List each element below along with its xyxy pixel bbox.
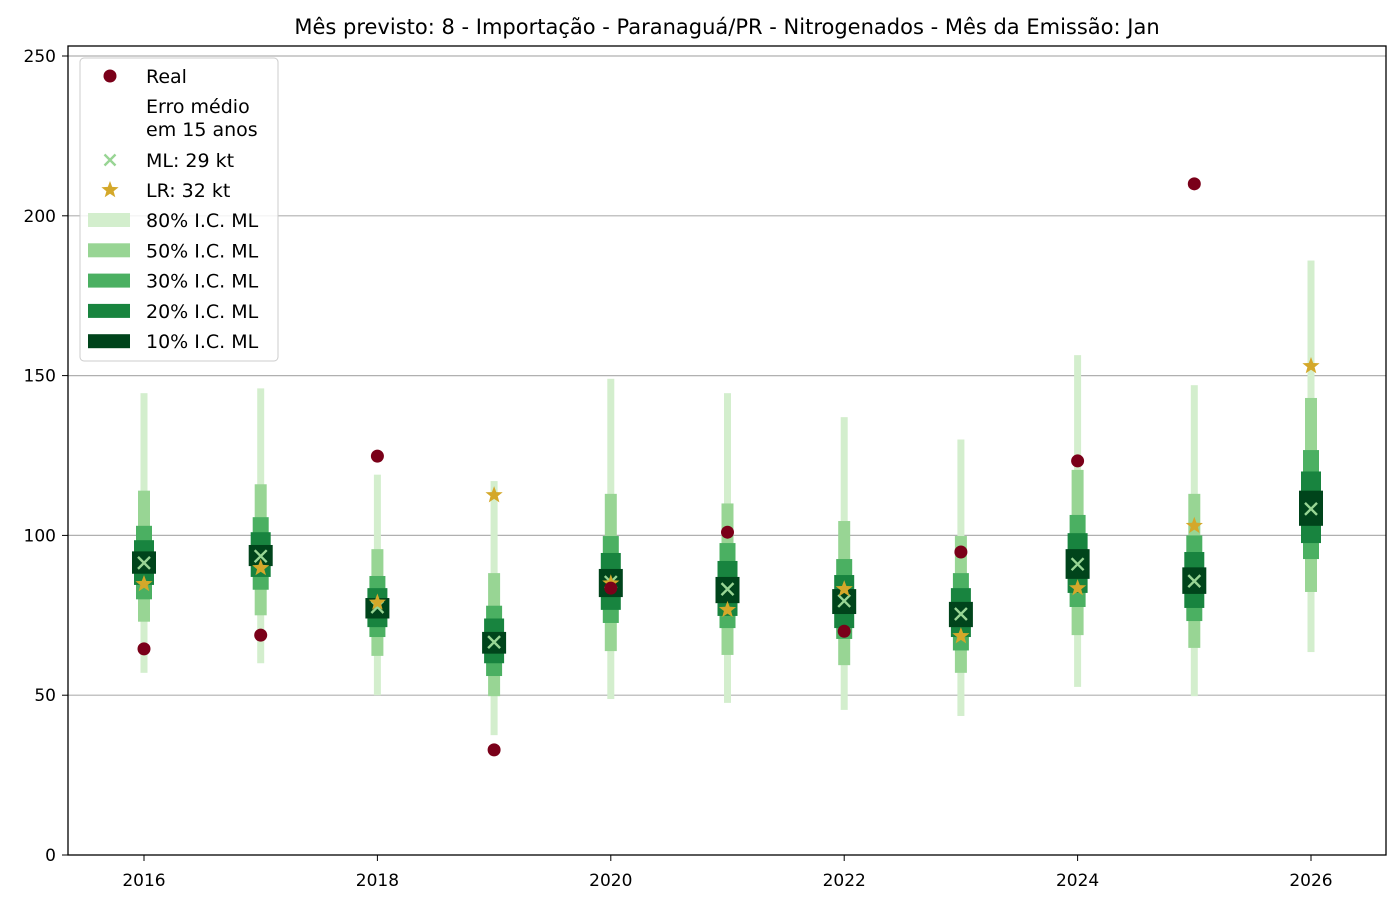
chart-title: Mês previsto: 8 - Importação - Paranaguá… [294, 15, 1159, 39]
legend-ml-label: ML: 29 kt [146, 150, 234, 172]
real-point [487, 743, 501, 757]
legend-ci20-swatch [88, 303, 130, 318]
ml-x-icon [1070, 557, 1085, 572]
ml-point [1070, 557, 1085, 572]
legend-ci30-label: 30% I.C. ML [146, 271, 259, 293]
ml-point [720, 582, 735, 596]
ml-x-icon [487, 635, 501, 649]
legend-ci10-label: 10% I.C. ML [146, 331, 259, 353]
legend-ci50-label: 50% I.C. ML [146, 240, 259, 262]
legend-real-label: Real [146, 66, 187, 88]
y-tick-label: 200 [24, 207, 56, 227]
y-tick-label: 50 [34, 686, 56, 706]
legend-note-line1: Erro médio [146, 96, 250, 118]
ml-point [1187, 574, 1202, 588]
real-point [1187, 177, 1201, 191]
lr-point [485, 486, 503, 503]
legend-ci30-swatch [88, 273, 130, 288]
lr-point [135, 575, 153, 592]
x-tick-label: 2024 [1056, 871, 1099, 891]
lr-point [252, 559, 270, 576]
lr-point [1185, 516, 1203, 534]
legend-ci50-swatch [88, 243, 130, 258]
legend-ci20-label: 20% I.C. ML [146, 301, 259, 323]
x-tick-label: 2020 [589, 871, 632, 891]
legend-lr-label: LR: 32 kt [146, 180, 230, 202]
y-tick-label: 150 [24, 367, 56, 387]
legend-ml-marker [103, 153, 117, 167]
y-tick-label: 100 [24, 526, 56, 546]
y-tick-label: 250 [24, 47, 56, 67]
x-tick-label: 2018 [356, 871, 399, 891]
x-tick-label: 2026 [1289, 871, 1332, 891]
ml-point [487, 635, 501, 649]
ml-x-icon [954, 607, 968, 621]
x-tick-label: 2022 [823, 871, 866, 891]
ml-point [253, 549, 268, 564]
real-point [1071, 454, 1085, 468]
ml-point [837, 594, 852, 608]
lr-point [1302, 357, 1320, 374]
legend-ci10-swatch [88, 334, 130, 349]
lr-point [368, 593, 386, 610]
ml-x-icon [137, 556, 151, 570]
ml-x-icon [253, 549, 268, 564]
real-point [721, 525, 734, 539]
legend-ci80-swatch [88, 213, 130, 227]
legend-real-marker [103, 69, 117, 83]
real-point [254, 628, 268, 642]
real-point [954, 545, 968, 559]
real-point [137, 642, 151, 656]
ml-x-icon [1304, 502, 1318, 516]
legend-ci80-label: 80% I.C. ML [146, 210, 259, 232]
ml-point [137, 556, 151, 570]
lr-point [718, 600, 737, 618]
ml-x-icon [837, 594, 852, 608]
ml-x-icon [720, 582, 735, 596]
ml-point [954, 607, 968, 621]
real-point [837, 624, 851, 638]
lr-point [952, 627, 970, 644]
ml-x-icon [103, 153, 117, 167]
legend-note-line2: em 15 anos [146, 119, 258, 141]
legend-lr-marker [101, 181, 119, 198]
x-tick-label: 2016 [122, 871, 165, 891]
y-tick-label: 0 [45, 846, 56, 866]
ml-point [1304, 502, 1318, 516]
real-point [604, 581, 618, 595]
plot-frame [67, 45, 1387, 856]
ml-x-icon [1187, 574, 1202, 588]
lr-point [835, 580, 853, 597]
lr-point [1069, 579, 1087, 596]
real-point [370, 449, 384, 463]
